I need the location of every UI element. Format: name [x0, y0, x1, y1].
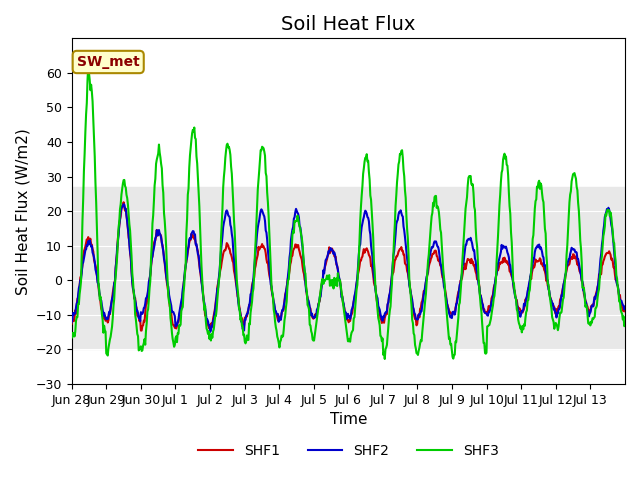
SHF3	[134, 331, 141, 337]
SHF3	[284, 285, 291, 291]
SHF2	[134, 308, 141, 313]
SHF3	[235, 306, 243, 312]
SHF1	[134, 313, 141, 319]
Title: Soil Heat Flux: Soil Heat Flux	[281, 15, 415, 34]
SHF1	[284, 275, 292, 280]
SHF3	[438, 242, 445, 248]
SHF3	[84, 63, 92, 69]
SHF2	[621, 304, 629, 310]
SHF2	[68, 319, 76, 325]
Bar	[72, 187, 625, 349]
SHF2	[236, 307, 244, 313]
SHF1	[621, 305, 629, 311]
SHF1	[263, 260, 271, 266]
SHF2	[263, 237, 271, 242]
SHF2	[438, 266, 445, 272]
SHF2	[284, 272, 292, 277]
SHF3	[381, 356, 388, 362]
SHF1	[438, 270, 445, 276]
SHF2	[120, 201, 127, 207]
SHF1	[137, 328, 145, 334]
Text: SW_met: SW_met	[77, 55, 140, 69]
SHF1	[236, 306, 244, 312]
Line: SHF3: SHF3	[72, 66, 625, 359]
SHF1	[407, 290, 415, 296]
SHF2	[206, 329, 214, 335]
SHF1	[120, 199, 127, 205]
Legend: SHF1, SHF2, SHF3: SHF1, SHF2, SHF3	[193, 438, 504, 464]
Y-axis label: Soil Heat Flux (W/m2): Soil Heat Flux (W/m2)	[15, 128, 30, 295]
SHF3	[407, 292, 415, 298]
SHF1	[68, 321, 76, 326]
SHF3	[621, 321, 629, 327]
Line: SHF1: SHF1	[72, 202, 625, 331]
X-axis label: Time: Time	[330, 412, 367, 427]
Line: SHF2: SHF2	[72, 204, 625, 332]
SHF3	[262, 173, 270, 179]
SHF2	[407, 289, 415, 295]
SHF3	[68, 335, 76, 341]
